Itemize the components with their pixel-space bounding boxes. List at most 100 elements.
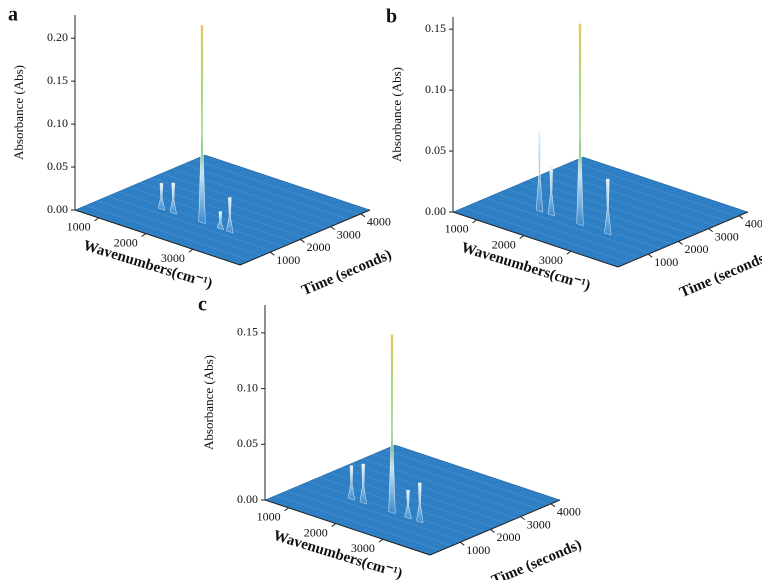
surface-ridge [539, 175, 705, 231]
peak [404, 489, 412, 520]
z-tick-label: 0.10 [425, 82, 446, 96]
peak [547, 166, 555, 217]
z-axis-label: Absorbance (Abs) [389, 67, 404, 162]
x-tick [519, 235, 525, 239]
peak [169, 182, 177, 215]
z-axis-label: Absorbance (Abs) [11, 65, 26, 160]
panel-label: c [198, 294, 207, 316]
y-axis [429, 499, 561, 556]
peak [198, 24, 206, 224]
y-tick-label: 3000 [527, 517, 551, 531]
surface-ridge [572, 161, 738, 217]
x-tick-label: 2000 [492, 237, 516, 251]
panel-label: a [8, 4, 18, 26]
surface-ridge [183, 163, 349, 220]
x-tick-label: 2000 [114, 235, 138, 249]
y-tick [490, 529, 495, 533]
surface-ridge [329, 472, 496, 528]
z-tick-label: 0.15 [47, 73, 68, 87]
peak [226, 197, 234, 234]
surface-ridge [150, 177, 316, 234]
y-tick-label: 1000 [466, 543, 490, 557]
peak [216, 211, 224, 231]
x-tick [94, 217, 99, 222]
surface-ridge [297, 485, 463, 542]
y-tick [520, 516, 525, 521]
surface-ridge [194, 159, 360, 215]
surface-ridge [319, 476, 485, 533]
surface-ridge [96, 200, 262, 257]
y-axis [239, 209, 371, 266]
z-tick-label: 0.00 [425, 204, 446, 218]
y-tick-label: 2000 [496, 530, 520, 544]
z-tick-label: 0.00 [237, 492, 258, 506]
surface-ridge [139, 182, 306, 238]
z-tick-label: 0.20 [47, 30, 68, 44]
y-tick-label: 4000 [557, 505, 581, 519]
y-tick-label: 4000 [745, 217, 762, 231]
x-tick [566, 250, 572, 255]
y-tick [550, 503, 556, 508]
x-tick [188, 248, 194, 253]
panel: 0.00 0.05 0.10 0.15 1000 2000 3000 1000 2000 3000… [386, 6, 762, 302]
z-tick-label: 0.10 [237, 380, 258, 394]
z-tick-label: 0.05 [47, 159, 68, 173]
z-tick-label: 0.05 [425, 143, 446, 157]
y-axis-label: Time (seconds) [299, 247, 394, 299]
x-tick-label: 3000 [539, 253, 563, 267]
panel-label: b [386, 6, 397, 28]
surface-ridge [129, 186, 295, 243]
peak [347, 465, 355, 501]
peak [576, 23, 584, 226]
surface-ridge [107, 195, 273, 252]
y-tick [269, 251, 275, 256]
z-tick-label: 0.10 [47, 116, 68, 130]
surface-ridge [485, 197, 651, 254]
z-axis-label: Absorbance (Abs) [201, 355, 216, 450]
surface-ridge [463, 207, 629, 263]
x-tick-label: 1000 [257, 510, 281, 524]
x-tick [472, 219, 477, 224]
x-axis [264, 499, 431, 556]
y-tick [708, 228, 713, 233]
x-tick [331, 523, 337, 527]
y-tick-label: 3000 [337, 227, 361, 241]
y-tick [647, 253, 653, 258]
x-tick-label: 3000 [161, 251, 185, 265]
y-tick-label: 1000 [276, 253, 300, 267]
x-tick [284, 507, 289, 512]
panel: 0.00 0.05 0.10 0.15 0.20 1000 2000 3000 1000 2000… [8, 4, 394, 300]
z-tick-label: 0.05 [237, 436, 258, 450]
y-tick [330, 226, 335, 231]
y-tick [459, 541, 465, 546]
surface-ridge [474, 202, 640, 259]
x-axis [452, 211, 619, 268]
x-tick-label: 2000 [304, 525, 328, 539]
peak [157, 183, 166, 211]
x-tick [141, 233, 147, 237]
peak [535, 131, 543, 213]
x-axis [74, 209, 241, 266]
peak [388, 334, 396, 514]
y-tick [360, 213, 366, 218]
peak [359, 463, 367, 505]
x-tick-label: 1000 [67, 220, 91, 234]
y-tick-label: 1000 [654, 255, 678, 269]
surface-ridge [517, 184, 684, 240]
y-tick [678, 241, 683, 245]
y-axis [617, 211, 749, 268]
z-tick-label: 0.15 [425, 21, 446, 35]
surface-ridge [528, 179, 694, 236]
x-tick-label: 1000 [445, 222, 469, 236]
panel: 0.00 0.05 0.10 0.15 1000 2000 3000 1000 2000 3000… [198, 294, 584, 580]
surface-ridge [340, 467, 506, 524]
y-tick [738, 215, 744, 220]
surface-ridge [286, 490, 452, 547]
peak [416, 482, 424, 524]
x-tick [378, 538, 384, 543]
surface-ridge [161, 173, 327, 229]
y-tick-label: 4000 [367, 215, 391, 229]
z-tick-label: 0.15 [237, 325, 258, 339]
x-tick-label: 3000 [351, 541, 375, 555]
